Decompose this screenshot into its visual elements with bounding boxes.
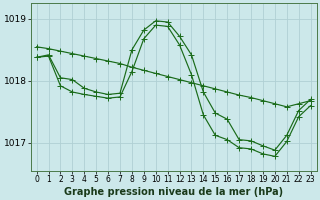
X-axis label: Graphe pression niveau de la mer (hPa): Graphe pression niveau de la mer (hPa) [64,187,283,197]
